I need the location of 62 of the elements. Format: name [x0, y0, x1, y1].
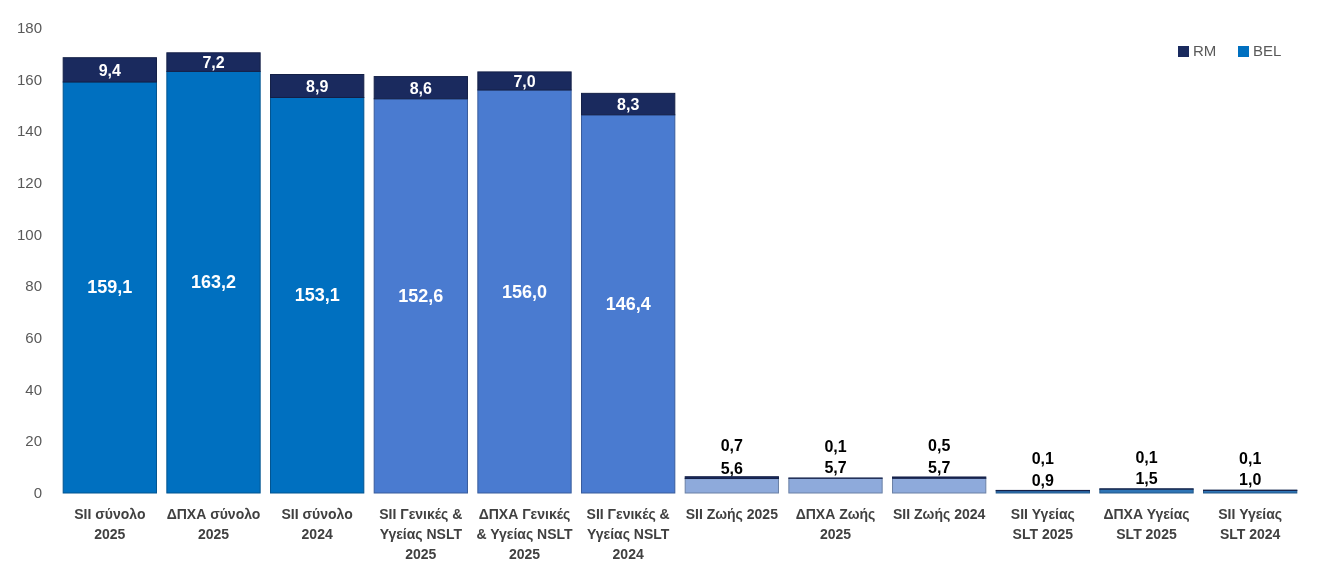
data-label: 1,5	[1135, 470, 1158, 488]
data-label: 153,1	[294, 285, 340, 306]
data-label: 0,9	[1031, 471, 1055, 489]
data-label: 163,2	[190, 272, 237, 293]
bar	[270, 96, 365, 494]
bar	[581, 114, 676, 494]
data-label: 5,7	[824, 459, 847, 477]
y-tick-label: 60	[25, 329, 42, 346]
data-label: 0,7	[720, 436, 744, 454]
bar	[166, 52, 261, 72]
data-label: 9,4	[98, 61, 122, 79]
x-tick-label: SII Υγείας SLT 2024	[1218, 506, 1283, 542]
data-label: 1,0	[1239, 471, 1262, 489]
data-label: 8,6	[409, 79, 433, 97]
x-tick-label: ΔΠΧΑ σύνολο 2025	[166, 506, 261, 542]
bar	[788, 477, 883, 494]
bar	[373, 76, 468, 100]
bar	[892, 477, 987, 494]
data-label: 0,1	[1135, 448, 1158, 466]
y-tick-label: 160	[16, 70, 42, 88]
x-tick-label: SII Ζωής 2025	[685, 506, 779, 522]
x-tick-label: ΔΠΧΑ Γενικές & Υγείας NSLT 2025	[476, 506, 574, 562]
data-label: 0,1	[1239, 450, 1262, 468]
data-label: 7,2	[202, 54, 225, 72]
bar	[373, 98, 468, 494]
data-label: 0,1	[824, 438, 847, 456]
y-tick-label: 120	[16, 174, 42, 191]
data-label: 5,7	[928, 459, 951, 477]
data-label: 5,6	[720, 459, 744, 477]
x-tick-label: SII Ζωής 2024	[893, 506, 986, 522]
bar	[270, 74, 365, 98]
data-label: 0,1	[1031, 450, 1055, 468]
y-tick-label: 0	[33, 484, 42, 501]
x-tick-label: SII σύνολο 2024	[281, 506, 353, 542]
data-label: 7,0	[513, 72, 536, 90]
y-tick-label: 40	[25, 380, 42, 398]
x-tick-label: SII Υγείας SLT 2025	[1010, 506, 1075, 542]
legend-label: BEL	[1253, 42, 1282, 59]
bar	[477, 89, 572, 494]
data-label: 146,4	[605, 293, 651, 314]
bar	[477, 71, 572, 91]
x-tick-label: SII Γενικές & Υγείας NSLT 2025	[379, 506, 463, 562]
data-label: 159,1	[87, 277, 133, 298]
x-tick-label: ΔΠΧΑ Υγείας SLT 2025	[1103, 506, 1190, 542]
x-tick-label: SII σύνολο 2025	[74, 506, 146, 542]
bar	[166, 70, 261, 494]
data-label: 8,9	[306, 78, 329, 95]
legend-label: RM	[1193, 42, 1217, 59]
data-label: 152,6	[398, 285, 444, 306]
y-tick-label: 180	[16, 19, 42, 36]
data-label: 8,3	[617, 96, 640, 114]
data-label: 156,0	[501, 281, 548, 302]
x-tick-label: SII Γενικές & Υγείας NSLT 2024	[586, 506, 670, 562]
x-tick-label: ΔΠΧΑ Ζωής 2025	[795, 506, 876, 542]
bar	[684, 478, 779, 494]
bar	[62, 81, 157, 494]
y-tick-label: 100	[16, 225, 42, 243]
bar	[62, 57, 157, 83]
y-tick-label: 140	[16, 122, 42, 140]
y-tick-label: 80	[25, 277, 42, 295]
data-label: 0,5	[928, 436, 951, 454]
y-tick-label: 20	[25, 432, 42, 450]
